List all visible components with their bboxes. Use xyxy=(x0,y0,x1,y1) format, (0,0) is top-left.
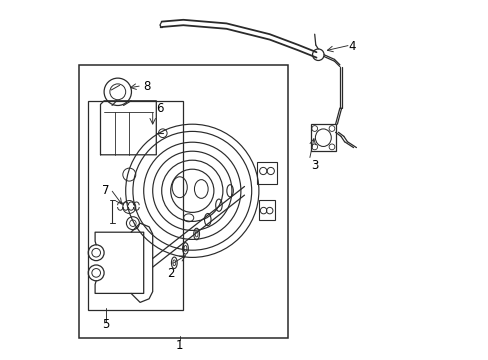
Bar xyxy=(88,101,183,310)
Text: 6: 6 xyxy=(156,102,163,114)
Bar xyxy=(310,124,335,151)
Text: 1: 1 xyxy=(176,339,183,352)
Bar xyxy=(257,162,276,184)
Bar xyxy=(79,65,287,338)
Text: 5: 5 xyxy=(102,318,109,330)
Bar xyxy=(258,200,275,220)
Text: 2: 2 xyxy=(166,267,174,280)
Text: 3: 3 xyxy=(310,159,318,172)
Text: 4: 4 xyxy=(348,40,356,53)
Text: 7: 7 xyxy=(102,184,109,197)
Text: 8: 8 xyxy=(143,80,151,93)
